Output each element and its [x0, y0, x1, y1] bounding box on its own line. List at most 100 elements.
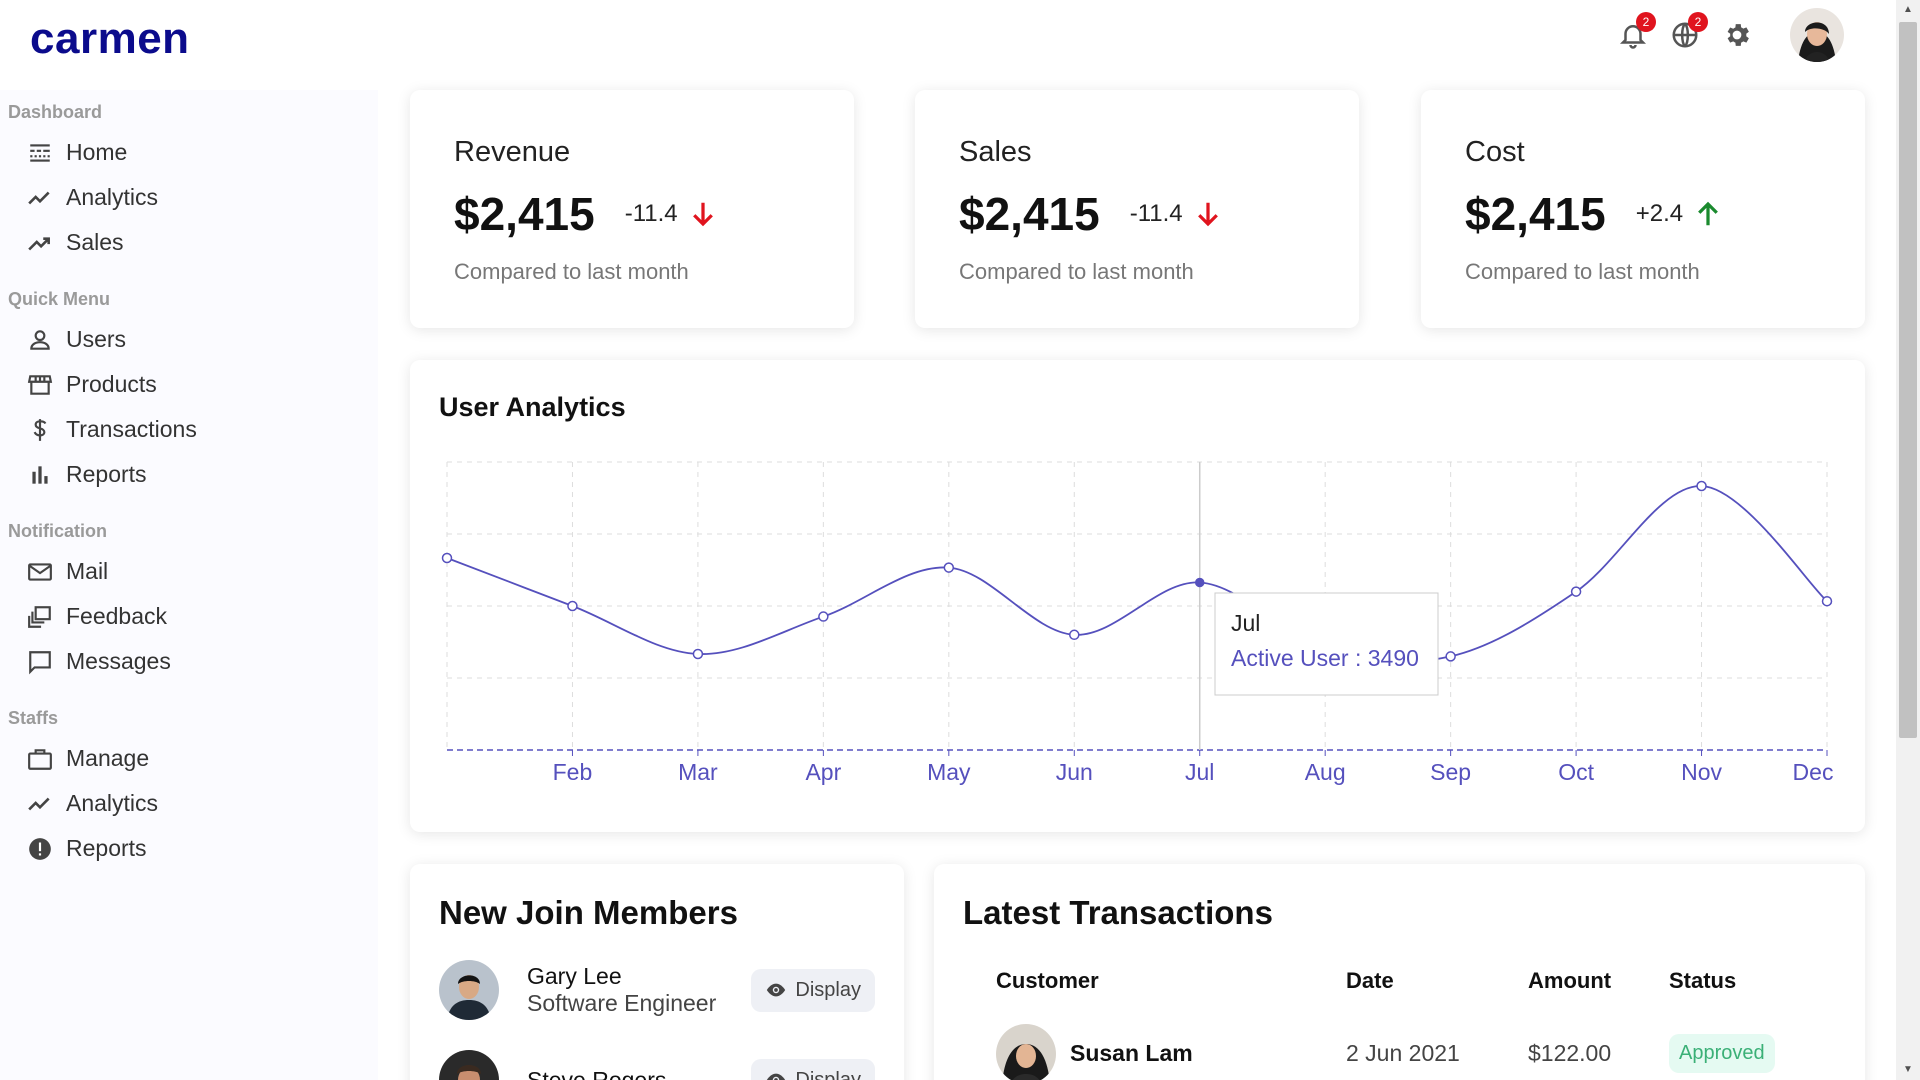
sidebar-item-manage[interactable]: Manage: [8, 736, 378, 781]
gear-icon[interactable]: [1722, 20, 1752, 50]
scroll-down-icon[interactable]: ▼: [1903, 1064, 1913, 1075]
featured-title: Revenue: [454, 136, 571, 168]
featured-row: $2,415 +2.4: [1465, 187, 1865, 241]
page-scrollbar[interactable]: ▲ ▼: [1896, 0, 1920, 1080]
sidebar-item-feedback[interactable]: Feedback: [8, 594, 378, 639]
tooltip-value: Active User : 3490: [1231, 645, 1419, 671]
sidebar-item-label: Mail: [66, 558, 109, 584]
member-info: Steve Rogers: [527, 1067, 747, 1080]
featured-card-sales: Sales $2,415 -11.4 Compared to last mont…: [915, 90, 1359, 328]
data-point: [567, 600, 578, 612]
featured-rate: -11.4: [624, 200, 678, 227]
line-style-icon: [26, 139, 54, 167]
sidebar-item-label: Reports: [66, 461, 147, 487]
user-analytics-chart[interactable]: Feb Mar Apr May Jun Jul Aug Sep Oct Nov Dec Jul Acti…: [410, 360, 1865, 832]
featured-amount: $2,415: [959, 188, 1100, 240]
sidebar-section-quick-menu: Quick Menu Users Products Transactions R…: [0, 285, 378, 497]
chart-title: User Analytics: [439, 392, 626, 422]
eye-icon: [767, 1073, 786, 1080]
sidebar-item-home[interactable]: Home: [8, 130, 378, 175]
sidebar-item-transactions[interactable]: Transactions: [8, 407, 378, 452]
x-tick-label: Feb: [553, 759, 593, 785]
member-name: Gary Lee: [527, 963, 622, 989]
sidebar-section-title: Quick Menu: [8, 289, 111, 309]
x-tick-label: Apr: [805, 759, 841, 785]
arrow-up-icon: [1698, 201, 1718, 226]
member-name: Steve Rogers: [527, 1066, 667, 1080]
globe-icon[interactable]: 2: [1670, 12, 1708, 50]
x-tick-label: Aug: [1305, 759, 1346, 785]
members-title: New Join Members: [439, 894, 738, 931]
sidebar-section-notification: Notification Mail Feedback Messages: [0, 517, 378, 684]
sidebar-item-staff-reports[interactable]: Reports: [8, 826, 378, 871]
sidebar-section-staffs: Staffs Manage Analytics Reports: [0, 704, 378, 871]
sidebar-item-users[interactable]: Users: [8, 317, 378, 362]
data-point: [1821, 595, 1833, 607]
member-item: Gary Lee Software Engineer Display: [439, 960, 875, 1020]
arrow-down-icon: [692, 202, 713, 227]
chart-tooltip: [1214, 592, 1439, 696]
featured-card-cost: Cost $2,415 +2.4 Compared to last month: [1421, 90, 1865, 328]
sidebar-item-label: Messages: [66, 648, 171, 674]
table-row[interactable]: Susan Lam 2 Jun 2021 $122.00 Approved: [934, 1024, 1865, 1080]
featured-subtitle: Compared to last month: [454, 259, 689, 284]
sidebar-item-sales[interactable]: Sales: [8, 220, 378, 265]
data-point: [1445, 651, 1456, 662]
sidebar-item-label: Users: [66, 326, 127, 352]
sidebar-item-products[interactable]: Products: [8, 362, 378, 407]
error-icon: [26, 835, 54, 863]
tooltip-label: Jul: [1231, 610, 1260, 636]
notification-badge: 2: [1636, 12, 1656, 32]
user-avatar[interactable]: [1790, 8, 1844, 62]
sidebar-item-messages[interactable]: Messages: [8, 639, 378, 684]
x-tick-label: May: [927, 759, 971, 785]
dollar-icon: [26, 416, 54, 444]
x-tick-label: Mar: [678, 759, 718, 785]
transactions-title: Latest Transactions: [963, 894, 1273, 931]
latest-transactions-card: Latest Transactions Customer Date Amount…: [934, 864, 1865, 1080]
sidebar-item-analytics[interactable]: Analytics: [8, 175, 378, 220]
bell-icon[interactable]: 2: [1618, 12, 1656, 50]
data-point: [1069, 629, 1080, 641]
featured-subtitle: Compared to last month: [959, 259, 1194, 284]
sidebar-item-reports[interactable]: Reports: [8, 452, 378, 497]
data-point: [818, 611, 829, 622]
data-point: [1570, 586, 1582, 597]
member-job: Software Engineer: [527, 990, 717, 1016]
sidebar-section-title: Dashboard: [8, 102, 103, 122]
sidebar-item-label: Analytics: [66, 184, 159, 210]
feedback-icon: [26, 603, 54, 631]
scroll-up-icon[interactable]: ▲: [1903, 4, 1913, 15]
timeline-icon: [26, 790, 54, 818]
user-analytics-card: User Analytics Feb Mar Apr May Jun Jul Aug Sep O…: [410, 360, 1865, 832]
eye-icon: [767, 983, 786, 997]
sidebar-section-title: Staffs: [8, 708, 59, 728]
sidebar: Dashboard Home Analytics Sales Quick Men…: [0, 90, 378, 1080]
status-badge[interactable]: Approved: [1669, 1034, 1775, 1073]
sidebar-item-label: Home: [66, 139, 128, 165]
featured-amount: $2,415: [454, 188, 595, 240]
sidebar-item-mail[interactable]: Mail: [8, 549, 378, 594]
display-button-label: Display: [795, 978, 861, 1001]
app-logo[interactable]: carmen: [30, 14, 190, 63]
series-line-active-user: [446, 485, 1828, 663]
new-members-card: New Join Members Gary Lee Software Engin…: [410, 864, 904, 1080]
chat-icon: [26, 648, 54, 676]
x-tick-label: Sep: [1430, 759, 1471, 785]
sidebar-item-staff-analytics[interactable]: Analytics: [8, 781, 378, 826]
column-header-amount: Amount: [1528, 968, 1612, 993]
sidebar-item-label: Reports: [66, 835, 147, 861]
sidebar-item-label: Feedback: [66, 603, 168, 629]
data-point: [1194, 577, 1205, 588]
data-point: [441, 552, 453, 564]
column-header-customer: Customer: [996, 968, 1099, 993]
trending-up-icon: [26, 229, 54, 257]
scroll-thumb[interactable]: [1899, 22, 1917, 738]
display-button-label: Display: [795, 1068, 861, 1080]
column-header-date: Date: [1346, 968, 1394, 993]
data-point: [692, 648, 704, 660]
member-info: Gary Lee Software Engineer: [527, 963, 747, 1017]
display-button[interactable]: Display: [751, 1058, 875, 1080]
display-button[interactable]: Display: [751, 968, 875, 1012]
x-tick-label: Jun: [1056, 759, 1093, 785]
